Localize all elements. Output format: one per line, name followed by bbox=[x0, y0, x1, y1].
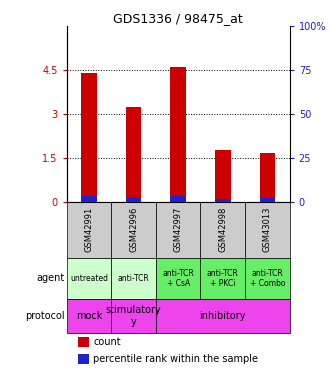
Bar bbox=[67, 258, 111, 299]
Text: percentile rank within the sample: percentile rank within the sample bbox=[93, 354, 258, 364]
Text: protocol: protocol bbox=[25, 311, 64, 321]
Bar bbox=[245, 258, 290, 299]
Bar bbox=[260, 198, 275, 202]
Bar bbox=[170, 67, 186, 202]
Text: count: count bbox=[93, 337, 121, 346]
Bar bbox=[67, 298, 111, 333]
Text: stimulatory
y: stimulatory y bbox=[106, 305, 162, 327]
Bar bbox=[78, 354, 89, 364]
Bar bbox=[156, 298, 290, 333]
Bar bbox=[111, 202, 156, 258]
Bar bbox=[111, 258, 156, 299]
Text: GSM42998: GSM42998 bbox=[218, 207, 227, 252]
Bar bbox=[156, 258, 200, 299]
Bar bbox=[245, 202, 290, 258]
Text: anti-TCR
+ PKCi: anti-TCR + PKCi bbox=[207, 268, 239, 288]
Bar bbox=[81, 196, 97, 202]
Text: GSM42996: GSM42996 bbox=[129, 207, 138, 252]
Text: untreated: untreated bbox=[70, 274, 108, 283]
Text: anti-TCR
+ CsA: anti-TCR + CsA bbox=[162, 268, 194, 288]
Bar bbox=[215, 199, 230, 202]
Text: GSM42997: GSM42997 bbox=[173, 207, 183, 252]
Bar bbox=[78, 336, 89, 347]
Bar bbox=[170, 196, 186, 202]
Bar bbox=[81, 73, 97, 202]
Text: agent: agent bbox=[36, 273, 64, 283]
Bar bbox=[126, 106, 141, 202]
Text: mock: mock bbox=[76, 311, 102, 321]
Text: GSM42991: GSM42991 bbox=[84, 207, 94, 252]
Text: inhibitory: inhibitory bbox=[199, 311, 246, 321]
Text: GSM43013: GSM43013 bbox=[263, 207, 272, 252]
Bar bbox=[215, 150, 230, 202]
Bar bbox=[260, 153, 275, 202]
Bar bbox=[67, 202, 111, 258]
Bar bbox=[156, 202, 200, 258]
Text: anti-TCR
+ Combo: anti-TCR + Combo bbox=[250, 268, 285, 288]
Text: anti-TCR: anti-TCR bbox=[118, 274, 150, 283]
Bar bbox=[200, 202, 245, 258]
Title: GDS1336 / 98475_at: GDS1336 / 98475_at bbox=[113, 12, 243, 25]
Bar bbox=[200, 258, 245, 299]
Bar bbox=[111, 298, 156, 333]
Bar bbox=[126, 198, 141, 202]
